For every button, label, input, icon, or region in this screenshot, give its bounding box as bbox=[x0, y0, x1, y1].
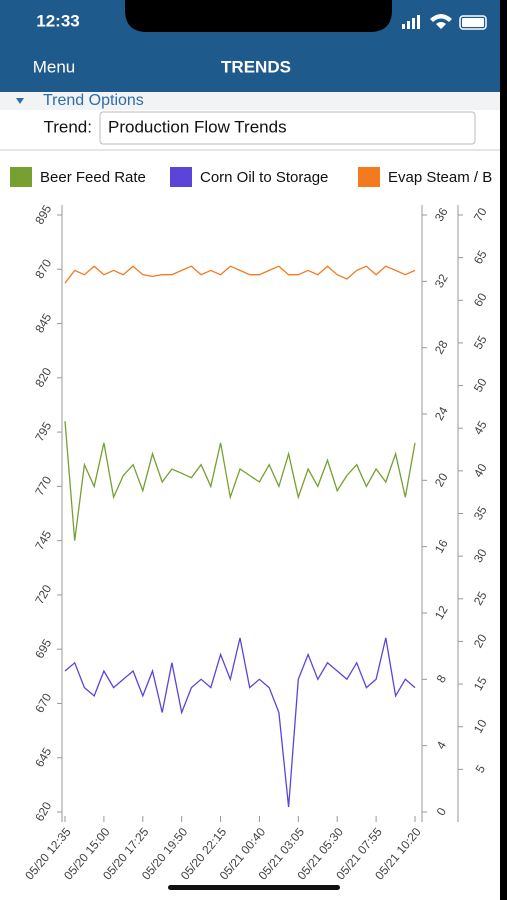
tick-label: 32 bbox=[432, 271, 451, 290]
options-section[interactable]: Trend Options bbox=[43, 92, 144, 109]
notch bbox=[125, 0, 392, 32]
tick-label: 16 bbox=[432, 537, 451, 556]
tick-label: 20 bbox=[432, 470, 451, 489]
tick-label: 50 bbox=[471, 376, 490, 395]
trend-value[interactable]: Production Flow Trends bbox=[108, 117, 287, 136]
tick-label: 60 bbox=[471, 290, 490, 309]
tick-label: 895 bbox=[32, 202, 54, 227]
legend-label: Corn Oil to Storage bbox=[200, 169, 328, 186]
bezel bbox=[500, 0, 507, 900]
tick-label: 45 bbox=[471, 418, 490, 437]
tick-label: 28 bbox=[432, 338, 451, 357]
tick-label: 870 bbox=[32, 256, 54, 281]
tick-label: 70 bbox=[471, 205, 490, 224]
tick-label: 24 bbox=[432, 404, 451, 423]
tick-label: 65 bbox=[471, 248, 490, 267]
series-line bbox=[64, 421, 416, 541]
tick-label: 8 bbox=[434, 672, 450, 685]
tick-label: 695 bbox=[32, 636, 54, 661]
tick-label: 5 bbox=[473, 762, 489, 775]
tick-label: 30 bbox=[471, 546, 490, 565]
tick-label: 36 bbox=[432, 205, 451, 224]
legend-label: Beer Feed Rate bbox=[40, 169, 146, 186]
tick-label: 820 bbox=[32, 365, 54, 390]
trend-label: Trend: bbox=[43, 117, 92, 136]
tick-label: 55 bbox=[471, 333, 490, 352]
tick-label: 670 bbox=[32, 691, 54, 716]
series-line bbox=[64, 265, 416, 284]
tick-label: 15 bbox=[471, 674, 490, 693]
tick-label: 795 bbox=[32, 419, 54, 444]
home-indicator bbox=[168, 885, 340, 890]
tick-label: 10 bbox=[471, 717, 490, 736]
menu-button[interactable]: Menu bbox=[33, 57, 76, 76]
trend-select[interactable] bbox=[99, 111, 476, 145]
status-time: 12:33 bbox=[36, 11, 79, 30]
chart: Beer Feed Rate Corn Oil to Storage Evap St… bbox=[10, 167, 492, 883]
tick-label: 845 bbox=[32, 311, 54, 336]
tick-label: 770 bbox=[32, 474, 54, 499]
nav-title: TRENDS bbox=[221, 57, 291, 76]
legend-swatch bbox=[170, 167, 192, 187]
tick-label: 40 bbox=[471, 461, 490, 480]
tick-label: 645 bbox=[32, 745, 54, 770]
legend-label: Evap Steam / B bbox=[388, 169, 492, 186]
status-icons bbox=[402, 14, 487, 30]
tick-label: 745 bbox=[32, 528, 54, 553]
tick-label: 35 bbox=[471, 504, 490, 523]
tick-label: 620 bbox=[32, 799, 54, 824]
legend-swatch bbox=[10, 167, 32, 187]
tick-label: 720 bbox=[32, 582, 54, 607]
series-line bbox=[64, 637, 416, 808]
tick-label: 4 bbox=[434, 739, 450, 752]
tick-label: 25 bbox=[471, 589, 490, 608]
collapse-arrow[interactable] bbox=[16, 98, 24, 104]
tick-label: 0 bbox=[434, 805, 450, 818]
options-bar bbox=[0, 92, 507, 110]
tick-label: 12 bbox=[432, 603, 451, 622]
tick-label: 20 bbox=[471, 631, 490, 650]
legend-swatch bbox=[358, 167, 380, 187]
